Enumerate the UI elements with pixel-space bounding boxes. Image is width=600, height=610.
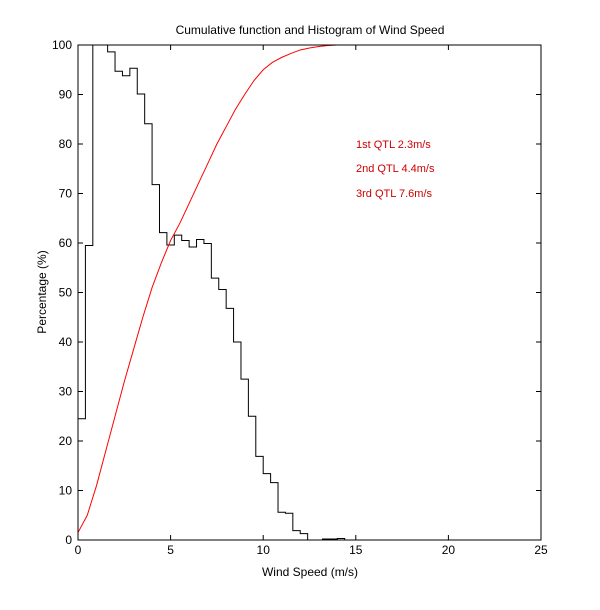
plot-area [77,44,542,541]
y-tick-label: 60 [59,236,73,250]
histogram-series [77,44,353,541]
annotation-3rd-quartile: 3rd QTL 7.6m/s [356,188,433,200]
y-tick-label: 10 [59,484,73,498]
y-tick-label: 30 [59,385,73,399]
y-tick-label: 0 [65,533,72,547]
annotation-1st-quartile: 1st QTL 2.3m/s [356,139,431,151]
annotation-2nd-quartile: 2nd QTL 4.4m/s [356,163,435,175]
annotations: 1st QTL 2.3m/s 2nd QTL 4.4m/s 3rd QTL 7.… [356,139,435,200]
x-tick-label: 5 [167,543,174,557]
y-tick-label: 20 [59,434,73,448]
y-tick-label: 80 [59,137,73,151]
y-tick-label: 90 [59,88,73,102]
chart-title: Cumulative function and Histogram of Win… [176,23,445,37]
y-axis-label: Percentage (%) [35,250,49,333]
plot-background [78,45,541,540]
x-axis-label: Wind Speed (m/s) [262,565,358,579]
y-tick-label: 50 [59,286,73,300]
tick-marks [77,44,542,541]
x-tick-label: 15 [349,543,363,557]
y-tick-label: 40 [59,335,73,349]
x-tick-label: 20 [442,543,456,557]
y-tick-label: 70 [59,187,73,201]
x-tick-label: 10 [257,543,271,557]
y-tick-label: 100 [52,38,72,52]
x-tick-label: 25 [534,543,548,557]
x-tick-label: 0 [75,543,82,557]
series-layer [77,44,541,541]
y-tick-labels: 0 10 20 30 40 50 60 70 80 90 100 [52,38,72,547]
cumulative-series [77,44,541,533]
x-tick-labels: 0 5 10 15 20 25 [75,543,548,557]
